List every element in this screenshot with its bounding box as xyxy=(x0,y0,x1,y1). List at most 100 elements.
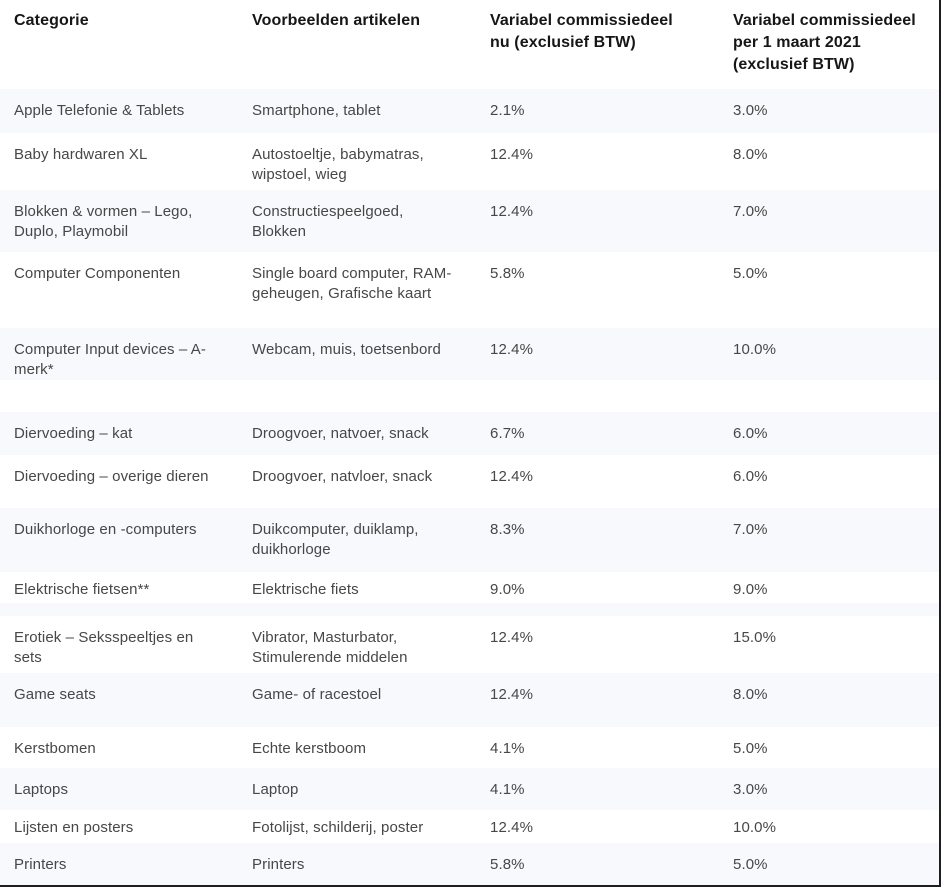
commission-now-cell: 12.4% xyxy=(490,341,534,358)
commission-now-cell: 4.1% xyxy=(490,740,525,757)
table-row: Baby hardwaren XL Autostoeltje, babymatr… xyxy=(0,133,939,190)
category-cell: Apple Telefonie & Tablets xyxy=(0,89,238,133)
examples-text: Droogvoer, natvoer, snack xyxy=(252,425,429,442)
commission-new-cell: 8.0% xyxy=(733,686,768,703)
examples-text: Single board computer, RAM-geheugen, Gra… xyxy=(252,265,452,302)
category-cell: Computer Input devices – A-merk* xyxy=(0,328,238,380)
category-cell: Kerstbomen xyxy=(0,727,238,768)
examples-cell: Duikcomputer, duiklamp, duikhorloge xyxy=(238,508,476,572)
table-row: Diervoeding – overige dieren Droogvoer, … xyxy=(0,455,939,508)
table-row: Game seats Game- of racestoel 12.4% 8.0% xyxy=(0,673,939,727)
commission-new-cell: 6.0% xyxy=(733,468,768,485)
column-header-label: Variabel commissiedeel nu (exclusief BTW… xyxy=(490,12,673,51)
commission-now-cell: 12.4% xyxy=(490,629,534,646)
category-cell: Lijsten en posters xyxy=(0,810,238,843)
category-text: Diervoeding – overige dieren xyxy=(14,468,209,485)
examples-cell: Webcam, muis, toetsenbord xyxy=(238,328,476,380)
table-row: Computer Componenten Single board comput… xyxy=(0,252,939,328)
examples-cell: Constructiespeelgoed, Blokken xyxy=(238,190,476,252)
examples-cell: Autostoeltje, babymatras, wipstoel, wieg xyxy=(238,133,476,190)
examples-text: Fotolijst, schilderij, poster xyxy=(252,819,424,836)
examples-cell: Echte kerstboom xyxy=(238,727,476,768)
table-row: Kerstbomen Echte kerstboom 4.1% 5.0% xyxy=(0,727,939,768)
examples-text: Duikcomputer, duiklamp, duikhorloge xyxy=(252,521,419,558)
commission-new-cell: 5.0% xyxy=(733,856,768,873)
commission-new-cell: 3.0% xyxy=(733,781,768,798)
category-cell: Diervoeding – overige dieren xyxy=(0,455,238,508)
commission-now-cell: 4.1% xyxy=(490,781,525,798)
category-text: Game seats xyxy=(14,686,96,703)
commission-now-cell: 5.8% xyxy=(490,265,525,282)
examples-cell: Game- of racestoel xyxy=(238,673,476,727)
table-row: Duikhorloge en -computers Duikcomputer, … xyxy=(0,508,939,572)
commission-new-cell: 5.0% xyxy=(733,740,768,757)
examples-cell: Printers xyxy=(238,843,476,885)
examples-text: Webcam, muis, toetsenbord xyxy=(252,341,441,358)
category-cell: Diervoeding – kat xyxy=(0,412,238,455)
category-text: Apple Telefonie & Tablets xyxy=(14,102,185,119)
commission-now-cell: 12.4% xyxy=(490,819,534,836)
column-header-commissie-maart-2021: Variabel commissiedeel per 1 maart 2021 … xyxy=(719,0,939,89)
category-cell: Erotiek – Seksspeeltjes en sets xyxy=(0,616,238,673)
category-text: Duikhorloge en -computers xyxy=(14,521,197,538)
category-text: Printers xyxy=(14,856,67,873)
category-text: Diervoeding – kat xyxy=(14,425,133,442)
table-row: Erotiek – Seksspeeltjes en sets Vibrator… xyxy=(0,616,939,673)
column-header-label: Variabel commissiedeel per 1 maart 2021 … xyxy=(733,12,916,73)
commission-now-cell: 2.1% xyxy=(490,102,525,119)
table-row: Apple Telefonie & Tablets Smartphone, ta… xyxy=(0,89,939,133)
category-text: Elektrische fietsen** xyxy=(14,581,150,598)
commission-new-cell: 10.0% xyxy=(733,819,777,836)
table-row: Blokken & vormen – Lego, Duplo, Playmobi… xyxy=(0,190,939,252)
examples-cell: Smartphone, tablet xyxy=(238,89,476,133)
examples-text: Elektrische fiets xyxy=(252,581,359,598)
examples-text: Echte kerstboom xyxy=(252,740,367,757)
spacer-row xyxy=(0,603,939,616)
examples-text: Autostoeltje, babymatras, wipstoel, wieg xyxy=(252,146,424,183)
commission-new-cell: 6.0% xyxy=(733,425,768,442)
examples-cell: Elektrische fiets xyxy=(238,572,476,603)
category-cell: Laptops xyxy=(0,768,238,810)
examples-text: Printers xyxy=(252,856,305,873)
category-text: Laptops xyxy=(14,781,69,798)
commission-new-cell: 8.0% xyxy=(733,146,768,163)
table-row: Laptops Laptop 4.1% 3.0% xyxy=(0,768,939,810)
commission-new-cell: 15.0% xyxy=(733,629,777,646)
category-cell: Elektrische fietsen** xyxy=(0,572,238,603)
commission-now-cell: 12.4% xyxy=(490,146,534,163)
table-row: Computer Input devices – A-merk* Webcam,… xyxy=(0,328,939,380)
category-text: Erotiek – Seksspeeltjes en sets xyxy=(14,629,194,666)
examples-text: Droogvoer, natvloer, snack xyxy=(252,468,433,485)
category-cell: Computer Componenten xyxy=(0,252,238,328)
category-text: Computer Input devices – A-merk* xyxy=(14,341,206,378)
commission-now-cell: 6.7% xyxy=(490,425,525,442)
column-header-voorbeelden: Voorbeelden artikelen xyxy=(238,0,476,89)
examples-cell: Droogvoer, natvoer, snack xyxy=(238,412,476,455)
table-header-row: Categorie Voorbeelden artikelen Variabel… xyxy=(0,0,939,89)
examples-text: Smartphone, tablet xyxy=(252,102,381,119)
column-header-categorie: Categorie xyxy=(0,0,238,89)
spacer-row xyxy=(0,380,939,412)
table-row: Diervoeding – kat Droogvoer, natvoer, sn… xyxy=(0,412,939,455)
commission-now-cell: 12.4% xyxy=(490,468,534,485)
commission-now-cell: 5.8% xyxy=(490,856,525,873)
commission-now-cell: 12.4% xyxy=(490,686,534,703)
examples-cell: Fotolijst, schilderij, poster xyxy=(238,810,476,843)
examples-text: Constructiespeelgoed, Blokken xyxy=(252,203,404,240)
category-text: Lijsten en posters xyxy=(14,819,134,836)
commission-new-cell: 3.0% xyxy=(733,102,768,119)
commission-now-cell: 9.0% xyxy=(490,581,525,598)
category-text: Baby hardwaren XL xyxy=(14,146,148,163)
examples-text: Game- of racestoel xyxy=(252,686,382,703)
examples-cell: Laptop xyxy=(238,768,476,810)
table-row: Elektrische fietsen** Elektrische fiets … xyxy=(0,572,939,603)
category-cell: Game seats xyxy=(0,673,238,727)
examples-cell: Droogvoer, natvloer, snack xyxy=(238,455,476,508)
category-text: Blokken & vormen – Lego, Duplo, Playmobi… xyxy=(14,203,193,240)
examples-cell: Single board computer, RAM-geheugen, Gra… xyxy=(238,252,476,328)
table-row: Lijsten en posters Fotolijst, schilderij… xyxy=(0,810,939,843)
column-header-commissie-nu: Variabel commissiedeel nu (exclusief BTW… xyxy=(476,0,719,89)
commission-new-cell: 7.0% xyxy=(733,521,768,538)
